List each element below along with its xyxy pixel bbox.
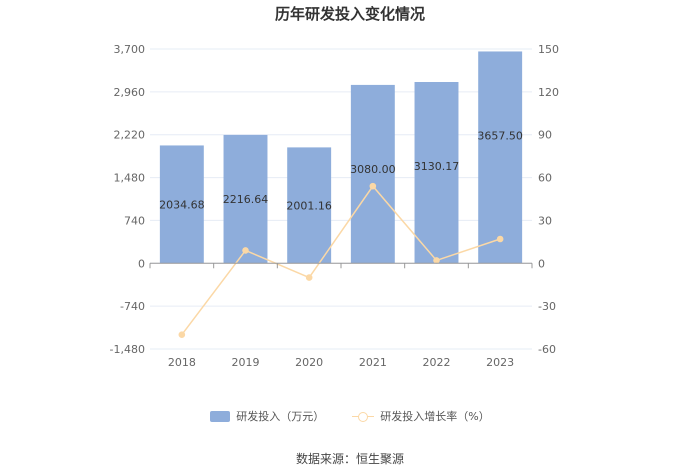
chart-title: 历年研发投入变化情况: [274, 5, 425, 23]
x-tick-label: 2020: [295, 356, 323, 369]
right-axis-tick-label: 60: [538, 172, 552, 185]
bar-value-label: 2216.64: [223, 193, 269, 206]
left-axis-tick-label: 3,700: [114, 43, 146, 56]
bar: [287, 147, 332, 264]
bar-value-label: 3080.00: [350, 163, 396, 176]
left-axis-tick-label: 0: [138, 257, 145, 270]
bar: [478, 51, 523, 264]
growth-rate-point: [496, 235, 504, 243]
label-layer: 2034.68 2216.64 2001.16 3080.00 3130.17 3657.…: [159, 129, 523, 212]
bar-value-label: 2001.16: [286, 199, 332, 212]
left-axis-tick-label: -1,480: [110, 343, 145, 356]
legend-item-line[interactable]: 研发投入增长率（%）: [352, 408, 490, 424]
x-tick-label: 2018: [168, 356, 196, 369]
right-axis-tick-label: 120: [538, 86, 559, 99]
line-layer: [178, 182, 504, 339]
legend-bar-label: 研发投入（万元）: [236, 410, 325, 423]
source-note: 数据来源：恒生聚源: [295, 452, 404, 466]
growth-rate-point: [433, 257, 440, 264]
grid-layer: [150, 48, 532, 350]
growth-rate-line: [181, 184, 501, 336]
bar: [350, 84, 395, 264]
legend-line-swatch: [352, 411, 375, 422]
right-axis-tick-label: 0: [538, 257, 545, 270]
right-axis-tick-label: 150: [538, 43, 559, 56]
growth-rate-point: [369, 182, 377, 190]
growth-rate-point: [305, 274, 313, 281]
bar-value-label: 3657.50: [477, 129, 523, 142]
bar-value-label: 2034.68: [159, 198, 205, 211]
chart-svg: 2034.68 2216.64 2001.16 3080.00 3130.17 3657.…: [110, 43, 559, 369]
x-tick-label: 2023: [486, 356, 514, 369]
bar: [223, 134, 268, 264]
left-axis-tick-label: -740: [120, 300, 145, 313]
x-tick-label: 2019: [232, 356, 260, 369]
right-axis-tick-label: -60: [538, 343, 556, 356]
bar: [414, 82, 459, 264]
legend: 研发投入（万元） 研发投入增长率（%）: [0, 408, 700, 424]
right-axis-tick-label: -30: [538, 300, 556, 313]
left-axis-tick-label: 2,220: [114, 129, 146, 142]
axis-layer: 2018 2019 2020 2021 2022 2023 3,700 2,960 2,220 1…: [110, 43, 559, 369]
right-axis-tick-label: 90: [538, 129, 552, 142]
bar-value-label: 3130.17: [414, 160, 460, 173]
growth-rate-point: [242, 247, 249, 254]
legend-line-label: 研发投入增长率（%）: [380, 410, 490, 423]
bar: [159, 145, 204, 264]
left-axis-tick-label: 1,480: [114, 172, 146, 185]
legend-item-bar[interactable]: 研发投入（万元）: [210, 408, 324, 424]
bar-layer: [159, 51, 523, 264]
left-axis-tick-label: 2,960: [114, 86, 146, 99]
x-tick-label: 2021: [359, 356, 387, 369]
growth-rate-point: [178, 331, 186, 339]
legend-bar-swatch: [210, 410, 231, 422]
right-axis-tick-label: 30: [538, 214, 552, 227]
left-axis-tick-label: 740: [124, 214, 145, 227]
x-tick-label: 2022: [423, 356, 451, 369]
